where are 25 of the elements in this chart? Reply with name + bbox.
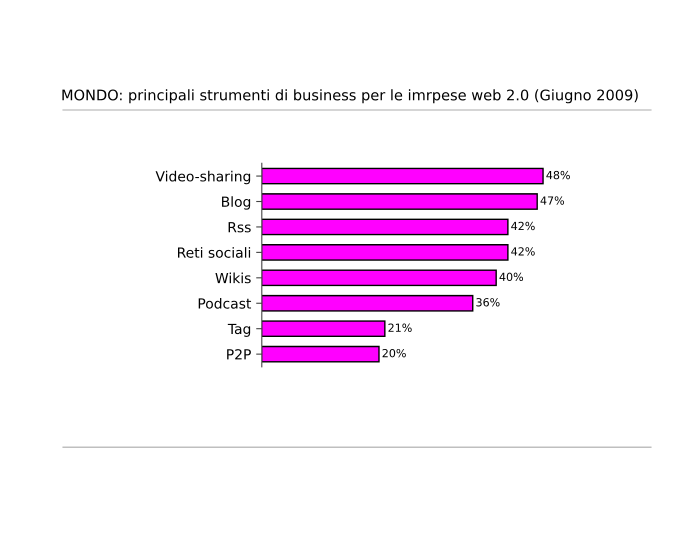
bar <box>262 346 380 362</box>
bar <box>262 168 544 184</box>
y-tick-label: Blog <box>222 196 250 210</box>
y-tick-label: P2P <box>227 349 251 360</box>
y-tick-label: Video-sharing <box>156 170 250 184</box>
bar <box>262 218 509 236</box>
data-label: 42% <box>511 247 535 256</box>
data-label: 36% <box>476 298 500 306</box>
data-label: 47% <box>540 196 564 205</box>
bar <box>262 294 474 312</box>
data-label: 21% <box>388 324 412 332</box>
data-label: 48% <box>546 170 570 180</box>
bar <box>262 320 386 338</box>
bar <box>262 269 497 286</box>
data-label: 40% <box>499 272 524 282</box>
y-tick-label: Podcast <box>198 298 252 309</box>
chart-title: MONDO: principali strumenti di business per le imrpese web 2.0 (Giugno 2009) <box>62 89 638 104</box>
bar <box>262 244 509 261</box>
y-tick-label: Wikis <box>215 272 251 284</box>
y-tick-label: Rss <box>228 222 251 232</box>
y-tick-label: Reti sociali <box>178 247 250 258</box>
data-label: 20% <box>382 348 406 358</box>
data-label: 42% <box>511 222 535 230</box>
bar <box>262 193 538 210</box>
y-tick-label: Tag <box>228 324 250 337</box>
